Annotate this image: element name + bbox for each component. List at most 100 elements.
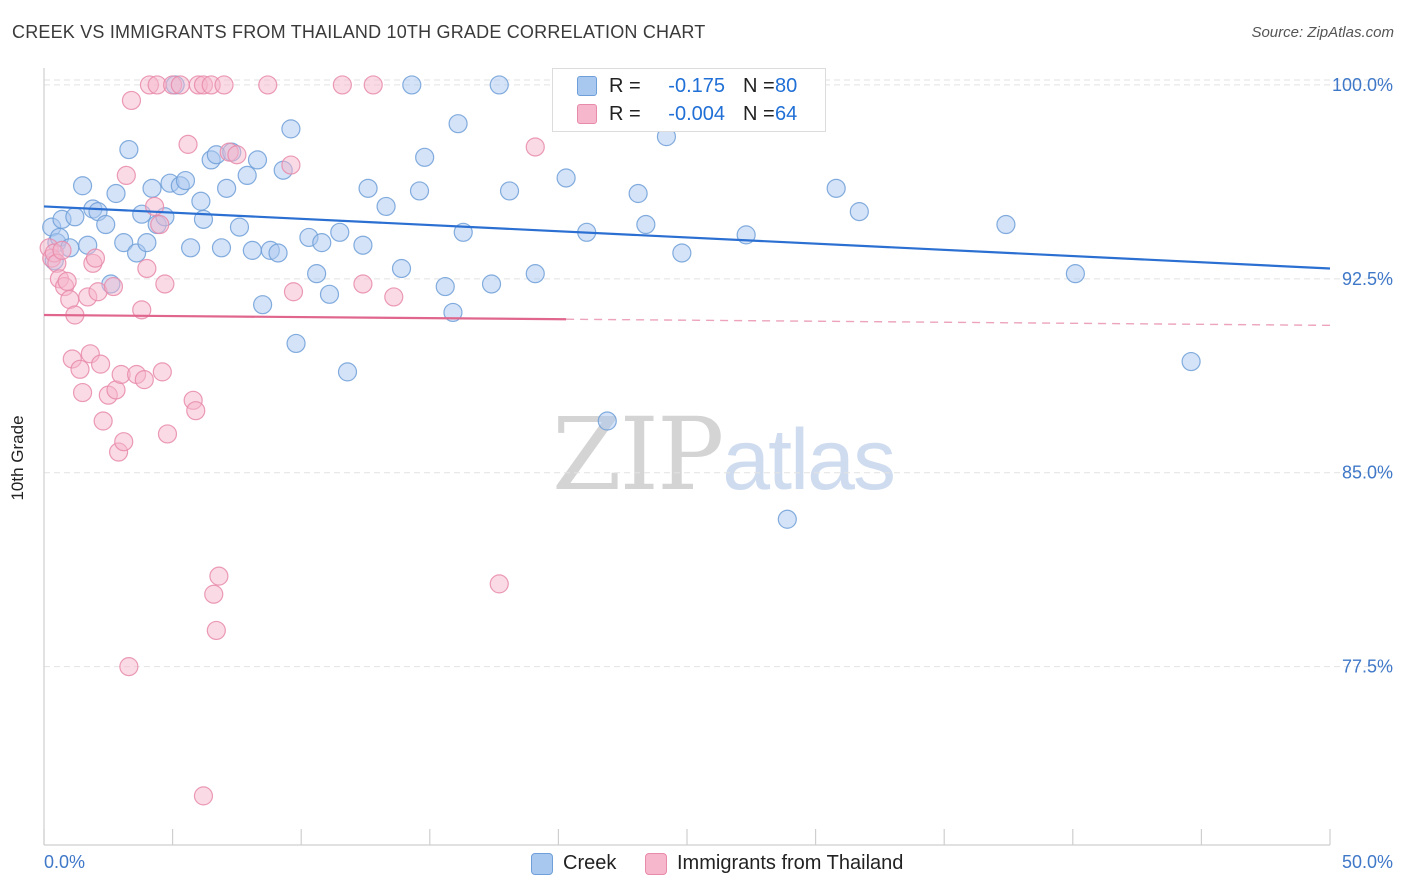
thailand-point [214, 75, 234, 95]
creek-point [242, 240, 262, 260]
creek-point [402, 75, 422, 95]
thailand-trend-line [43, 313, 567, 321]
creek-point [307, 264, 327, 284]
creek-point [489, 75, 509, 95]
creek-point [237, 165, 257, 186]
creek-trend-line [43, 205, 1331, 270]
thailand-point [209, 566, 229, 586]
legend-n-value: 80 [775, 74, 798, 97]
thailand-point [227, 145, 247, 165]
creek-point [319, 284, 340, 304]
creek-point [217, 178, 237, 198]
creek-point [253, 295, 273, 315]
legend-n-value: 64 [775, 102, 798, 125]
y-axis-label: 10th Grade [8, 415, 27, 501]
creek-point [1181, 351, 1201, 372]
thailand-point [157, 424, 178, 444]
thailand-point [178, 134, 198, 154]
watermark: ZIPatlas [552, 396, 896, 513]
thailand-point [363, 75, 383, 95]
creek-point [191, 191, 211, 211]
creek-point [106, 183, 126, 204]
x-tick-label-max: 50.0% [1341, 852, 1393, 872]
legend-r-label: R = [609, 74, 641, 97]
thailand-point [70, 359, 90, 379]
creek-point [175, 170, 196, 191]
creek-point [281, 119, 301, 139]
legend-row-creek: R = -0.175 N = 80 [553, 73, 797, 99]
watermark-zip: ZIP [552, 396, 724, 513]
y-tick-label: 77.5% [1342, 657, 1393, 677]
thailand-point [193, 786, 214, 806]
creek-point [435, 276, 455, 297]
thailand-point [52, 240, 72, 260]
creek-point [247, 150, 268, 170]
thailand-point [72, 382, 93, 403]
creek-point [777, 509, 797, 529]
creek-point [65, 207, 85, 227]
thailand-point [132, 300, 152, 320]
thailand-point [186, 401, 206, 421]
creek-point [229, 217, 250, 237]
thailand-point [283, 282, 304, 302]
creek-point [556, 168, 576, 188]
creek-point [119, 139, 139, 160]
creek-point [312, 233, 332, 253]
creek-point [114, 233, 134, 253]
thailand-point [134, 370, 154, 390]
legend-swatch-thailand [577, 104, 597, 124]
creek-point [268, 243, 288, 263]
legend-swatch-thailand [645, 852, 667, 875]
creek-point [628, 183, 648, 204]
watermark-atlas: atlas [722, 412, 896, 508]
legend-row-thailand: R = -0.004 N = 64 [553, 101, 797, 127]
thailand-point [85, 248, 106, 268]
creek-point [376, 196, 396, 217]
thailand-point [281, 155, 301, 175]
thailand-trend-line-extrapolated [566, 318, 1331, 327]
thailand-point [155, 274, 175, 294]
thailand-point [119, 657, 139, 677]
legend-r-value: -0.004 [668, 102, 725, 125]
legend-n-label: N = [743, 102, 775, 125]
creek-point [137, 233, 157, 253]
thailand-point [489, 574, 509, 594]
thailand-point [152, 362, 172, 382]
thailand-point [103, 276, 124, 297]
legend-r-label: R = [609, 102, 641, 125]
thailand-point [114, 432, 134, 452]
creek-point [353, 235, 373, 255]
creek-point [181, 238, 201, 258]
creek-point [286, 333, 306, 354]
creek-point [72, 176, 93, 196]
creek-point [337, 362, 358, 382]
creek-point [636, 214, 656, 235]
stats-legend: R = -0.175 N = 80 R = -0.004 N = 64 [552, 68, 826, 132]
thailand-point [204, 584, 224, 604]
creek-point [211, 238, 232, 258]
creek-point [330, 222, 350, 242]
thailand-point [258, 75, 278, 95]
thailand-point [137, 258, 157, 279]
legend-label-thailand: Immigrants from Thailand [677, 852, 904, 874]
thailand-point [353, 274, 373, 294]
creek-point [443, 302, 463, 323]
creek-point [499, 181, 520, 201]
thailand-point [90, 354, 111, 374]
creek-point [525, 264, 545, 284]
legend-label-creek: Creek [563, 852, 617, 874]
legend-item-creek[interactable]: Creek [531, 852, 616, 875]
creek-point [481, 274, 502, 294]
creek-point [409, 181, 430, 201]
creek-point [672, 243, 692, 263]
legend-item-thailand[interactable]: Immigrants from Thailand [645, 852, 903, 875]
thailand-point [206, 620, 226, 641]
creek-point [996, 214, 1016, 235]
y-tick-label: 85.0% [1342, 463, 1393, 483]
creek-point [849, 202, 869, 222]
thailand-point [525, 137, 545, 157]
thailand-point [150, 214, 170, 235]
creek-point [1065, 264, 1085, 284]
chart-title: CREEK VS IMMIGRANTS FROM THAILAND 10TH G… [12, 22, 706, 42]
series-legend: Creek Immigrants from Thailand [0, 850, 1406, 878]
